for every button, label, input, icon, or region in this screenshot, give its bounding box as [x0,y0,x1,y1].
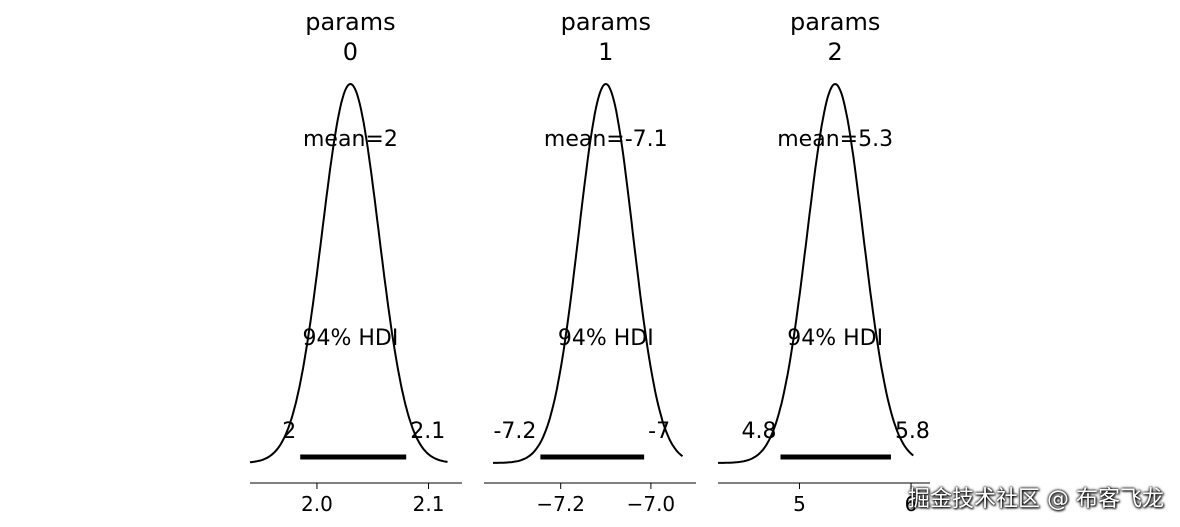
panel-title-index: 1 [598,38,613,66]
x-tick-label: −7.0 [627,492,676,516]
hdi-lower-label: 2 [282,419,296,444]
density-curve [249,82,448,464]
x-tick-label: 2.0 [301,492,333,516]
density-curve [718,82,914,464]
mean-label: mean=2 [303,127,398,152]
x-tick-label: −7.2 [536,492,585,516]
hdi-label: 94% HDI [558,326,654,351]
x-tick-label: 2.1 [413,492,445,516]
hdi-lower-label: -7.2 [493,419,536,444]
hdi-lower-label: 4.8 [741,419,776,444]
panel-title-index: 2 [828,38,843,66]
hdi-label: 94% HDI [302,326,398,351]
panel-title-name: params [790,8,880,36]
mean-label: mean=5.3 [777,127,893,152]
hdi-upper-label: 5.8 [895,419,930,444]
watermark: 掘金技术社区 @ 布客飞龙 [908,487,1164,512]
mean-label: mean=-7.1 [544,127,668,152]
panel-title-name: params [561,8,651,36]
panel-title-name: params [305,8,395,36]
hdi-upper-label: 2.1 [410,419,445,444]
x-tick-label: 6 [905,492,918,516]
hdi-upper-label: -7 [648,419,670,444]
panel-title-index: 0 [343,38,358,66]
x-tick-label: 5 [793,492,806,516]
density-curve [493,82,684,464]
hdi-label: 94% HDI [787,326,883,351]
